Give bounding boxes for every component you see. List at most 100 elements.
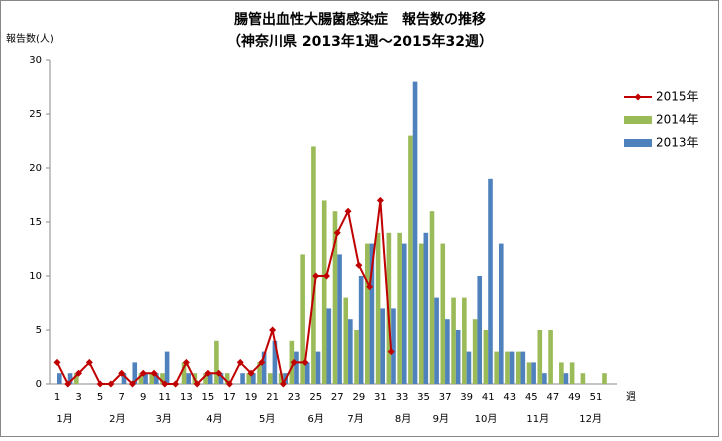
bar: [348, 319, 353, 384]
month-label: 8月: [395, 413, 411, 425]
bar: [391, 308, 396, 384]
bar: [580, 373, 586, 384]
marker: [215, 369, 223, 377]
bar: [257, 362, 262, 384]
bar: [203, 373, 208, 384]
bar: [401, 243, 407, 384]
month-label: 5月: [259, 413, 275, 425]
marker: [53, 358, 61, 366]
marker: [344, 207, 352, 215]
bar: [246, 373, 252, 384]
marker: [118, 369, 126, 377]
x-tick-label: 1: [54, 392, 60, 403]
bar: [451, 297, 456, 384]
y-tick-label: 0: [36, 379, 42, 390]
marker: [96, 380, 104, 388]
month-label: 10月: [475, 413, 498, 425]
bar: [358, 276, 364, 384]
x-tick-label: 41: [482, 392, 495, 403]
bar: [300, 254, 305, 384]
bar: [520, 351, 526, 384]
x-tick-label: 33: [396, 392, 409, 403]
x-tick-label: 9: [140, 392, 146, 403]
bar: [509, 351, 515, 384]
bar: [224, 373, 230, 384]
x-tick-label: 51: [590, 392, 603, 403]
bar: [548, 330, 553, 384]
bar: [143, 373, 148, 384]
bar: [477, 276, 483, 384]
bar: [311, 146, 316, 384]
bar: [408, 135, 413, 384]
x-tick-label: 15: [202, 392, 215, 403]
x-tick-label: 25: [309, 392, 322, 403]
month-label: 11月: [526, 413, 549, 425]
month-label: 9月: [433, 413, 449, 425]
x-tick-label: 21: [266, 392, 279, 403]
marker: [150, 369, 158, 377]
bar: [240, 373, 245, 384]
bar: [154, 373, 159, 384]
month-label: 1月: [56, 413, 72, 425]
month-label: 4月: [206, 413, 222, 425]
bar: [526, 362, 532, 384]
bar: [160, 373, 165, 384]
chart-title: 腸管出血性大腸菌感染症 報告数の推移: [234, 11, 486, 28]
marker: [387, 348, 395, 356]
y-tick-label: 5: [36, 325, 42, 336]
bar: [602, 373, 607, 384]
bar: [164, 351, 170, 384]
bar: [343, 297, 349, 384]
bar: [294, 351, 299, 384]
marker: [85, 358, 93, 366]
bar: [462, 297, 467, 384]
bar: [272, 340, 278, 384]
bar: [337, 254, 342, 384]
x-axis-label: 週: [626, 391, 636, 403]
bar: [304, 362, 310, 384]
bar: [261, 351, 267, 384]
bar: [397, 232, 402, 384]
y-tick-label: 25: [29, 109, 42, 120]
marker: [139, 369, 147, 377]
marker: [333, 229, 341, 237]
bar: [380, 308, 385, 384]
x-tick-label: 3: [75, 392, 81, 403]
legend-label: 2014年: [656, 113, 699, 127]
marker: [172, 380, 180, 388]
bar: [365, 243, 370, 384]
bar: [434, 297, 439, 384]
marker: [258, 358, 266, 366]
x-tick-label: 17: [223, 392, 236, 403]
marker: [182, 358, 190, 366]
bar: [542, 373, 547, 384]
bar: [369, 243, 375, 384]
bar: [488, 178, 493, 384]
bar: [268, 373, 273, 384]
bar: [559, 362, 564, 384]
legend-label: 2013年: [656, 136, 699, 150]
marker: [312, 272, 320, 280]
bar: [537, 330, 543, 384]
month-label: 2月: [109, 413, 125, 425]
marker: [64, 380, 72, 388]
y-tick-label: 30: [29, 55, 42, 66]
x-tick-label: 29: [352, 392, 365, 403]
bar: [515, 351, 521, 384]
month-label: 12月: [579, 413, 602, 425]
x-tick-label: 37: [439, 392, 452, 403]
legend-swatch: [624, 116, 652, 124]
x-tick-label: 35: [417, 392, 430, 403]
bar: [440, 243, 446, 384]
marker: [75, 369, 83, 377]
marker: [247, 369, 255, 377]
bar: [186, 373, 191, 384]
bar: [315, 351, 321, 384]
marker: [128, 380, 136, 388]
x-tick-label: 39: [460, 392, 473, 403]
legend-swatch: [624, 139, 652, 147]
marker: [204, 369, 212, 377]
x-tick-label: 45: [525, 392, 538, 403]
x-tick-label: 49: [568, 392, 581, 403]
bar: [181, 362, 187, 384]
